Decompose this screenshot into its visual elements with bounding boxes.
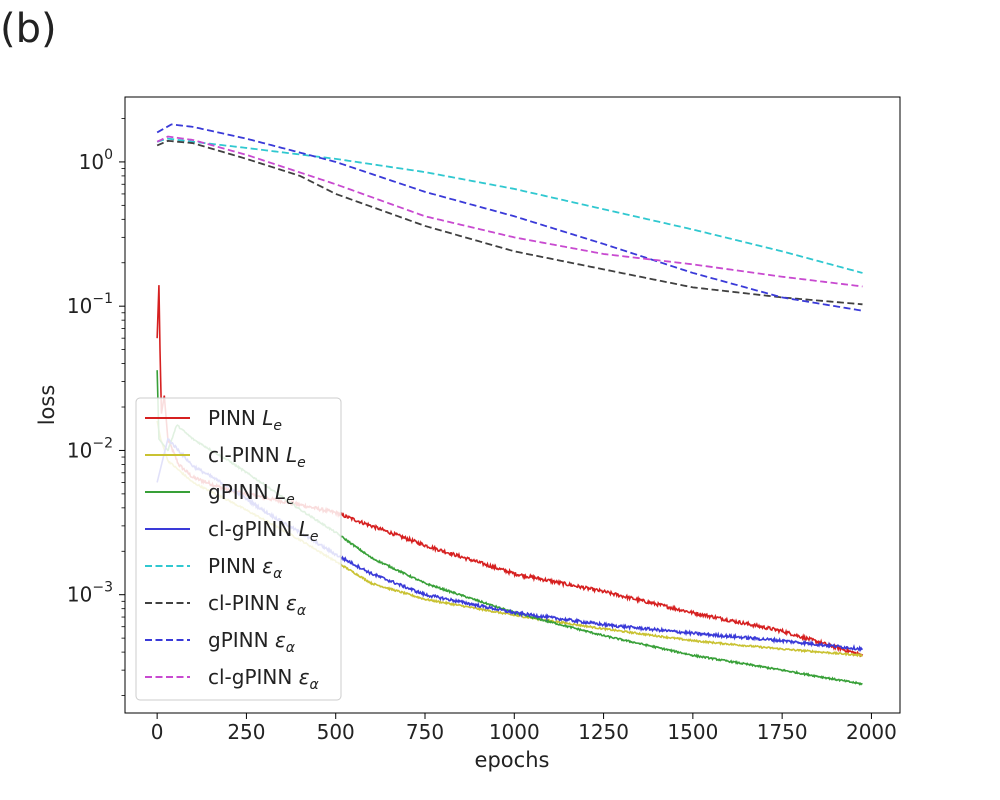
- x-axis-label: epochs: [475, 748, 550, 772]
- panel-label: (b): [0, 6, 57, 52]
- plot-frame: [124, 96, 901, 714]
- x-tick-label: 1750: [757, 720, 808, 744]
- x-tick-label: 250: [227, 720, 265, 744]
- y-tick-label: 10−1: [67, 291, 113, 318]
- x-tick-label: 1250: [578, 720, 629, 744]
- x-tick-label: 1000: [489, 720, 540, 744]
- x-tick-label: 1500: [667, 720, 718, 744]
- legend-entry: cl-PINN εα: [208, 591, 307, 619]
- y-tick-label: 10−3: [67, 580, 113, 607]
- legend-entry: PINN Le: [208, 406, 282, 434]
- series-line-eps-cl-pinn: [156, 139, 863, 306]
- y-tick-label: 100: [79, 147, 113, 174]
- y-tick-label: 10−2: [67, 435, 113, 462]
- legend-entry: gPINN εα: [208, 628, 296, 656]
- legend-box: [135, 397, 342, 701]
- legend-entry: gPINN Le: [208, 480, 295, 508]
- x-tick-label: 750: [406, 720, 444, 744]
- x-tick-label: 500: [317, 720, 355, 744]
- series-line-eps-gpinn: [156, 123, 863, 312]
- legend-entry: cl-gPINN εα: [208, 665, 320, 693]
- x-tick-label: 2000: [846, 720, 897, 744]
- series-line-eps-pinn: [156, 137, 863, 274]
- legend-entry: cl-gPINN Le: [208, 517, 318, 545]
- legend-entry: PINN εα: [208, 554, 283, 582]
- axes-layer: 0 250 500 750 1000 1250 1500 1750 2000 100 10−1 10−…: [67, 118, 897, 744]
- x-tick-label: 0: [151, 720, 164, 744]
- legend: PINN Le cl-PINN Le gPINN Le cl-gPINN Le PINN…: [135, 397, 342, 701]
- series-line-eps-cl-gpinn: [156, 135, 863, 288]
- y-axis-label: loss: [35, 385, 59, 426]
- legend-entry: cl-PINN Le: [208, 443, 306, 471]
